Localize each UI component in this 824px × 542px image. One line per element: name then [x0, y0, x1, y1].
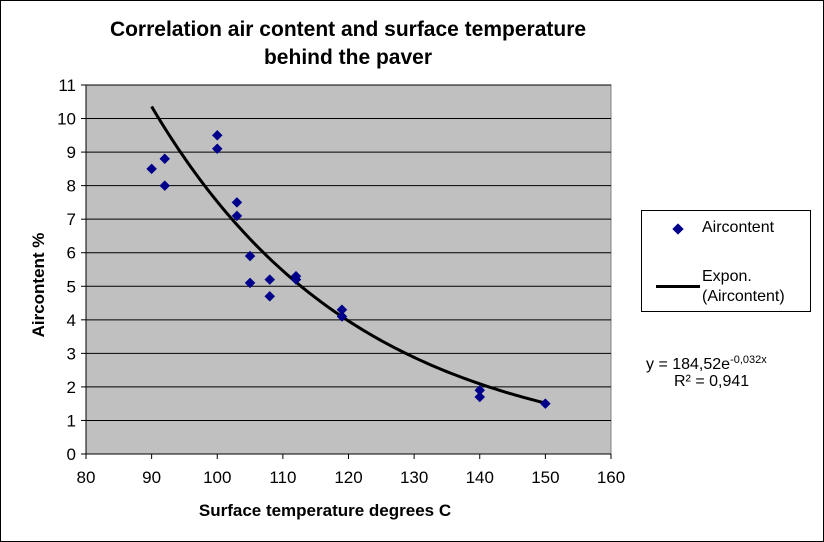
- data-point: [336, 311, 348, 322]
- data-point: [231, 210, 243, 222]
- equation-exponent: -0,032x: [730, 354, 767, 366]
- chart-title-line2: behind the paver: [263, 46, 433, 69]
- plot-area: [85, 84, 612, 455]
- x-tick-label: 130: [400, 468, 428, 487]
- equation-text: y = 184,52e: [646, 356, 731, 373]
- data-point: [244, 250, 256, 262]
- data-point: [231, 197, 243, 208]
- data-point: [211, 143, 223, 155]
- legend-trendline-label-line1: Expon.: [702, 268, 752, 285]
- data-point: [540, 398, 551, 410]
- data-point: [159, 180, 171, 191]
- x-tick-label: 90: [142, 468, 161, 487]
- y-tick-label: 9: [67, 143, 76, 162]
- data-point: [244, 277, 256, 289]
- data-point: [264, 274, 276, 285]
- legend-series-label: Aircontent: [702, 219, 775, 236]
- y-tick-label: 0: [67, 445, 76, 464]
- data-point: [211, 129, 223, 141]
- r-squared: R² = 0,941: [674, 373, 750, 390]
- trendline-curve: [150, 105, 546, 405]
- y-axis-label: Aircontent %: [29, 233, 48, 338]
- x-tick-label: 120: [334, 468, 362, 487]
- y-tick-label: 4: [67, 311, 76, 330]
- data-point: [474, 391, 486, 403]
- chart-title: Correlation air content and surface temp…: [0, 16, 696, 72]
- gridlines: [86, 84, 611, 421]
- legend: Aircontent Expon. (Aircontent): [641, 210, 811, 312]
- x-tick-label: 160: [597, 468, 625, 487]
- legend-trendline-icon: [656, 285, 700, 288]
- legend-trendline-label: Expon. (Aircontent): [702, 267, 785, 307]
- axes: [81, 84, 612, 459]
- y-tick-label: 1: [67, 411, 76, 430]
- y-tick-label: 6: [67, 244, 76, 263]
- y-tick-label: 7: [67, 210, 76, 229]
- data-point: [264, 290, 276, 302]
- legend-diamond-icon: [672, 223, 684, 235]
- data-point: [290, 274, 302, 285]
- x-tick-label: 140: [466, 468, 494, 487]
- data-points: [146, 129, 551, 410]
- data-point: [159, 153, 171, 165]
- y-tick-label: 8: [67, 177, 76, 196]
- x-tick-labels: 80 90 100 110 120 130 140 150 160: [77, 468, 626, 487]
- y-tick-label: 11: [58, 76, 76, 95]
- x-tick-label: 80: [77, 468, 96, 487]
- y-tick-label: 3: [67, 344, 76, 363]
- legend-trendline-label-line2: (Aircontent): [702, 288, 785, 305]
- y-tick-label: 10: [57, 110, 76, 129]
- data-point: [146, 163, 157, 175]
- x-tick-label: 100: [203, 468, 231, 487]
- y-tick-labels: 0 1 2 3 4 5 6 7 8 9 10 11: [57, 76, 76, 464]
- y-tick-label: 5: [67, 277, 76, 296]
- x-axis-label: Surface temperature degrees C: [199, 501, 451, 520]
- x-tick-label: 150: [531, 468, 559, 487]
- equation-line: y = 184,52e-0,032x: [646, 350, 767, 375]
- trendline: [150, 105, 546, 405]
- y-tick-label: 2: [67, 378, 76, 397]
- x-tick-label: 110: [269, 468, 296, 487]
- chart-title-line1: Correlation air content and surface temp…: [109, 18, 587, 41]
